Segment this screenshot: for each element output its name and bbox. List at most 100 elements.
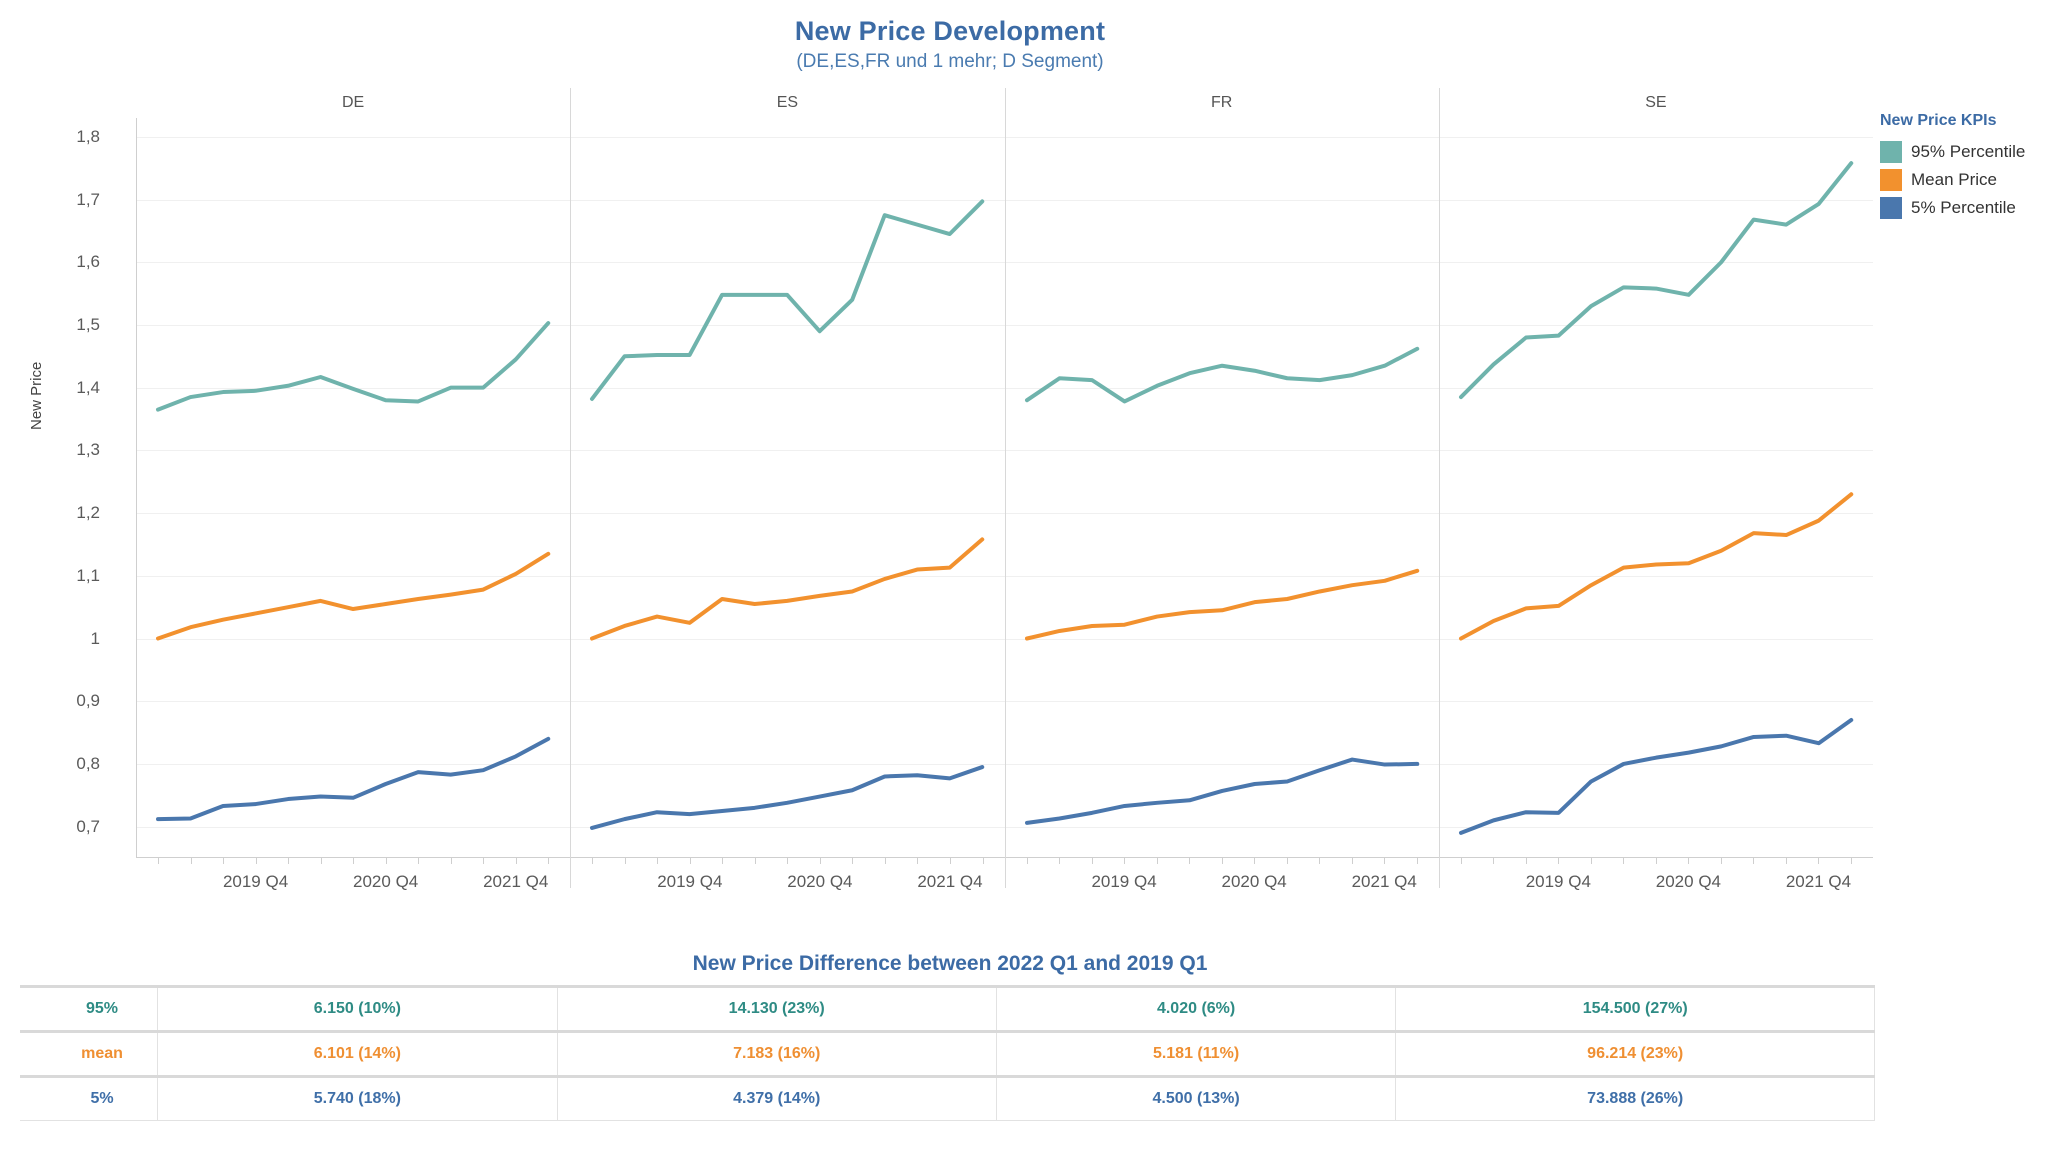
x-axis-tick [418,858,420,864]
x-axis-tick [1319,858,1321,864]
gridline [1004,513,1439,515]
table-cell: 5.181 (11%) [995,1031,1397,1077]
x-axis-line [1438,857,1873,858]
y-axis-tick-label: 1,5 [76,314,100,334]
gridline [570,136,1005,138]
table-cell: 7.183 (16%) [556,1031,997,1077]
series-lines [590,199,985,830]
x-axis-tick [223,858,225,864]
series-line[interactable] [590,765,985,830]
series-line[interactable] [1024,568,1419,641]
x-axis-tick [1091,858,1093,864]
gridline [1004,324,1439,326]
x-axis-tick-label: 2019 Q4 [1525,872,1591,891]
series-line[interactable] [156,736,551,822]
x-axis-tick [1351,858,1353,864]
x-axis-tick [754,858,756,864]
series-line[interactable] [1458,161,1853,400]
gridline [136,450,571,452]
gridline [1438,701,1873,703]
x-axis-tick [1493,858,1495,864]
gridline [136,136,571,138]
x-axis-tick [1818,858,1820,864]
y-axis-tick-label: 1,2 [76,503,100,523]
gridline [136,638,571,640]
gridline [570,638,1005,640]
title-block: New Price Development (DE,ES,FR und 1 me… [0,16,1900,73]
x-axis-tick [1221,858,1223,864]
y-axis-tick-label: 1 [90,628,100,648]
x-axis-tick [548,858,550,864]
table-cell: 5.740 (18%) [157,1076,558,1121]
legend-item[interactable]: 5% Percentile [1880,194,2048,222]
x-axis-tick-label: 2019 Q4 [1091,872,1157,891]
x-axis-line [1004,857,1439,858]
table-cell: 154.500 (27%) [1395,986,1875,1032]
legend-title: New Price KPIs [1880,112,1997,129]
series-line[interactable] [1024,346,1419,404]
gridline [1004,199,1439,201]
x-axis-tick [1416,858,1418,864]
x-axis-tick [1124,858,1126,864]
table-cell: 6.101 (14%) [157,1031,558,1077]
plot-area: 2019 Q4 2020 Q4 2021 Q4 [1438,118,1873,891]
legend-item[interactable]: 95% Percentile [1880,138,2048,166]
x-axis-tick [1785,858,1787,864]
x-axis-tick-label: 2021 Q4 [483,872,549,891]
series-line[interactable] [156,551,551,641]
series-line[interactable] [1458,718,1853,835]
x-axis-tick [982,858,984,864]
gridline [570,450,1005,452]
facet-header-label: SE [1438,88,1873,118]
gridline [1438,450,1873,452]
facet-separator [570,88,572,888]
gridline [1438,826,1873,828]
legend-item-label: 95% Percentile [1911,142,2026,161]
x-axis-tick [689,858,691,864]
x-axis-tick [787,858,789,864]
facet-separator [1438,88,1440,888]
y-axis-ticks: 1,8 1,7 1,6 1,5 1,4 1,3 1,2 1,1 1 0,9 0,8 0,7 [30,0,100,1161]
facet-header-label: FR [1004,88,1439,118]
plot-area: 2019 Q4 2020 Q4 2021 Q4 [136,118,571,891]
gridline [136,199,571,201]
series-line[interactable] [590,199,985,401]
facet-separator [1004,88,1006,888]
legend-swatch-icon [1880,197,1902,219]
y-axis-tick-label: 1,6 [76,252,100,272]
gridline [1004,575,1439,577]
x-axis-tick [592,858,594,864]
x-axis-tick [1460,858,1462,864]
x-axis-tick [819,858,821,864]
table-row: 95% 6.150 (10%) 14.130 (23%) 4.020 (6%) 154.… [20,986,1875,1032]
series-lines [1458,161,1853,835]
x-axis-tick [1254,858,1256,864]
y-axis-tick-label: 0,8 [76,753,100,773]
gridline [570,199,1005,201]
gridline [1004,701,1439,703]
table-cell: 4.500 (13%) [995,1076,1397,1121]
x-axis-tick [917,858,919,864]
gridline [1438,136,1873,138]
table-cell: 96.214 (23%) [1395,1031,1875,1077]
x-axis-tick [288,858,290,864]
gridline [136,763,571,765]
table-cell: 73.888 (26%) [1395,1076,1875,1121]
x-axis-tick [320,858,322,864]
table-row: 5% 5.740 (18%) 4.379 (14%) 4.500 (13%) 73.88… [20,1076,1875,1121]
series-line[interactable] [590,537,985,641]
series-line[interactable] [156,321,551,412]
gridline [1004,826,1439,828]
series-line[interactable] [1024,757,1419,825]
x-axis-tick [722,858,724,864]
legend-item[interactable]: Mean Price [1880,166,2048,194]
legend-swatch-icon [1880,141,1902,163]
gridline [1438,513,1873,515]
facet-es: ES 2019 Q4 2020 Q4 2021 Q4 [570,88,1005,891]
x-axis-tick-label: 2021 Q4 [1351,872,1417,891]
gridline [136,262,571,264]
x-axis-tick [1156,858,1158,864]
gridline [136,701,571,703]
series-line[interactable] [1458,492,1853,641]
